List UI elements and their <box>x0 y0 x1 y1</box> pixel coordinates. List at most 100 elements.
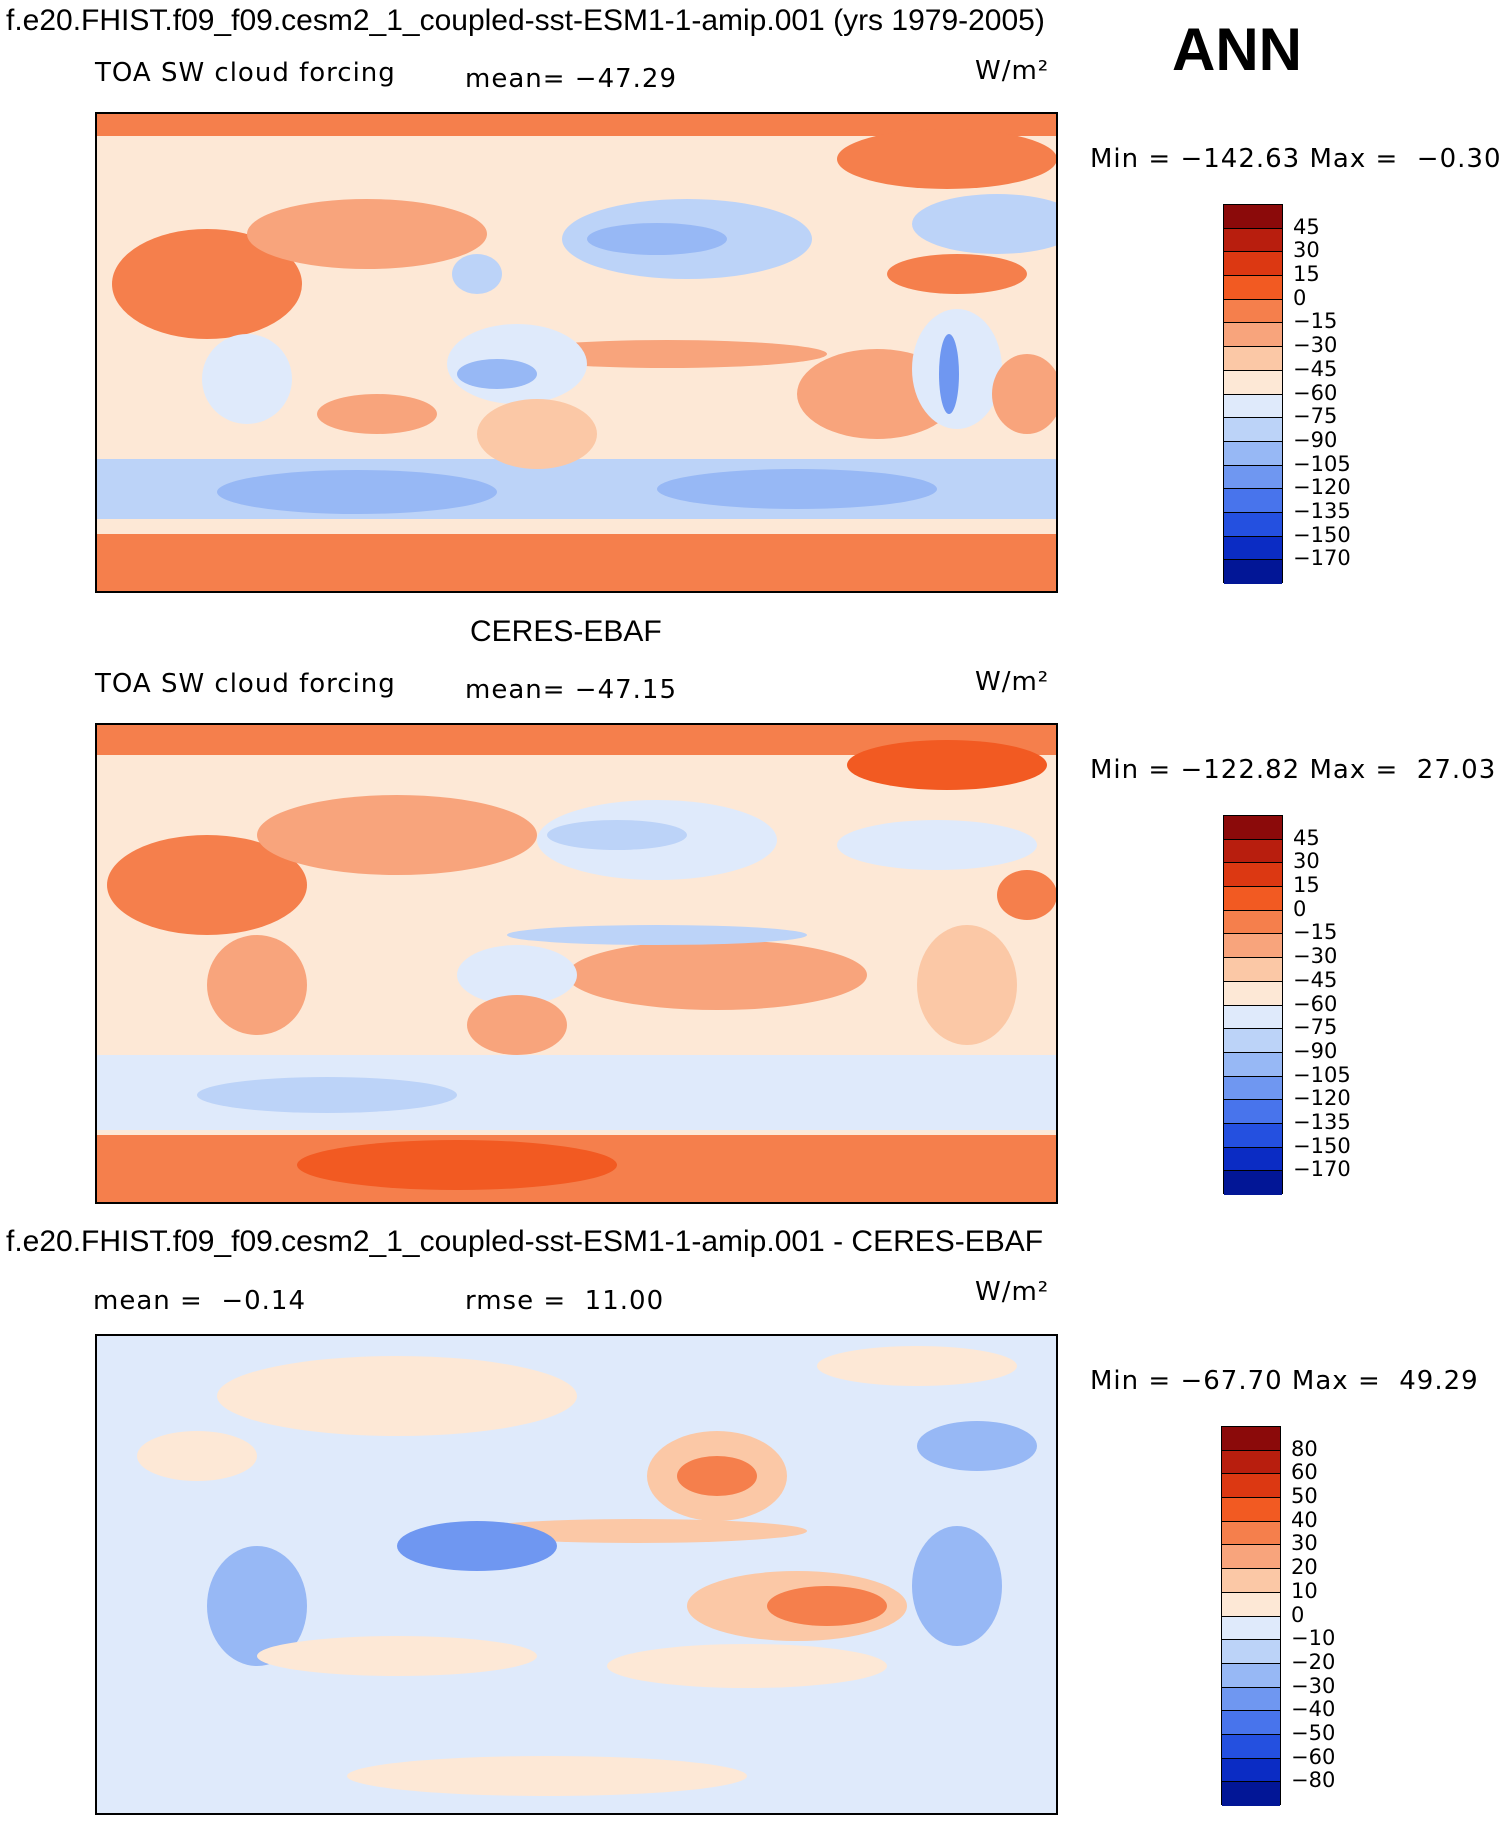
colorbar-tick-label: −150 <box>1293 1133 1351 1158</box>
colorbar-tick-label: 30 <box>1291 1531 1318 1556</box>
panel3-map <box>95 1334 1058 1815</box>
colorbar-tick-label: −75 <box>1293 404 1338 429</box>
colorbar-tick-label: 30 <box>1293 849 1320 874</box>
colorbar-swatch <box>1222 1427 1280 1451</box>
colorbar-tick-label: 30 <box>1293 238 1320 263</box>
panel3-map-svg <box>97 1336 1056 1813</box>
panel2-colorbar <box>1223 815 1283 1195</box>
colorbar-tick-label: −90 <box>1293 1038 1338 1063</box>
colorbar-tick-label: −170 <box>1293 546 1351 571</box>
colorbar-tick-label: 20 <box>1291 1555 1318 1580</box>
panel1-map <box>95 112 1082 593</box>
colorbar-swatch <box>1224 512 1282 537</box>
colorbar-swatch <box>1224 323 1282 348</box>
colorbar-swatch <box>1224 1005 1282 1030</box>
colorbar-swatch <box>1222 1734 1280 1759</box>
colorbar-swatch <box>1222 1545 1280 1570</box>
colorbar-swatch <box>1224 418 1282 442</box>
season-label: ANN <box>1172 16 1302 83</box>
case-title: f.e20.FHIST.f09_f09.cesm2_1_coupled-sst-… <box>6 4 1045 37</box>
panel2-units: W/m² <box>975 667 1050 697</box>
colorbar-tick-label: −60 <box>1293 380 1338 405</box>
panel1-units: W/m² <box>975 56 1050 86</box>
colorbar-tick-label: −30 <box>1291 1673 1336 1698</box>
colorbar-tick-label: −45 <box>1293 967 1338 992</box>
colorbar-swatch <box>1222 1569 1280 1593</box>
colorbar-tick-label: −120 <box>1293 475 1351 500</box>
panel3-colorbar <box>1221 1426 1281 1806</box>
panel2-title: CERES-EBAF <box>470 615 662 648</box>
colorbar-tick-label: −105 <box>1293 1062 1351 1087</box>
colorbar-tick-label: 45 <box>1293 214 1320 239</box>
colorbar-swatch <box>1224 370 1282 395</box>
colorbar-swatch <box>1224 465 1282 490</box>
panel1-mean: mean= −47.29 <box>465 64 678 94</box>
colorbar-swatch <box>1224 560 1282 584</box>
colorbar-swatch <box>1224 228 1282 253</box>
colorbar-swatch <box>1222 1687 1280 1712</box>
colorbar-tick-label: −60 <box>1291 1744 1336 1769</box>
colorbar-swatch <box>1224 839 1282 864</box>
panel1-minmax: Min = −142.63 Max = −0.30 <box>1090 144 1501 174</box>
colorbar-swatch <box>1224 1052 1282 1077</box>
colorbar-tick-label: −15 <box>1293 920 1338 945</box>
colorbar-tick-label: −30 <box>1293 944 1338 969</box>
colorbar-tick-label: −45 <box>1293 356 1338 381</box>
panel3-units: W/m² <box>975 1277 1050 1307</box>
colorbar-tick-label: −135 <box>1293 498 1351 523</box>
colorbar-swatch <box>1222 1663 1280 1688</box>
colorbar-swatch <box>1224 205 1282 229</box>
panel1-variable: TOA SW cloud forcing <box>95 58 396 88</box>
colorbar-swatch <box>1224 1123 1282 1148</box>
colorbar-tick-label: 0 <box>1291 1602 1305 1627</box>
colorbar-tick-label: −75 <box>1293 1015 1338 1040</box>
colorbar-tick-label: 15 <box>1293 873 1320 898</box>
colorbar-tick-label: −150 <box>1293 522 1351 547</box>
colorbar-swatch <box>1224 981 1282 1006</box>
panel2-variable: TOA SW cloud forcing <box>95 669 396 699</box>
colorbar-tick-label: −30 <box>1293 333 1338 358</box>
colorbar-tick-label: 60 <box>1291 1460 1318 1485</box>
colorbar-swatch <box>1224 394 1282 419</box>
colorbar-swatch <box>1224 347 1282 371</box>
panel3-title: f.e20.FHIST.f09_f09.cesm2_1_coupled-sst-… <box>6 1225 1044 1258</box>
panel3-minmax: Min = −67.70 Max = 49.29 <box>1090 1366 1479 1396</box>
panel3-rmse: rmse = 11.00 <box>465 1286 665 1316</box>
colorbar-swatch <box>1222 1711 1280 1735</box>
colorbar-swatch <box>1222 1474 1280 1499</box>
colorbar-tick-label: 15 <box>1293 262 1320 287</box>
colorbar-swatch <box>1224 816 1282 840</box>
colorbar-tick-label: −105 <box>1293 451 1351 476</box>
colorbar-swatch <box>1222 1616 1280 1641</box>
colorbar-tick-label: −50 <box>1291 1720 1336 1745</box>
colorbar-tick-label: −120 <box>1293 1086 1351 1111</box>
colorbar-swatch <box>1224 276 1282 300</box>
colorbar-tick-label: −170 <box>1293 1157 1351 1182</box>
colorbar-swatch <box>1224 1076 1282 1101</box>
colorbar-swatch <box>1224 1147 1282 1172</box>
panel1-colorbar <box>1223 204 1283 584</box>
colorbar-tick-label: −15 <box>1293 309 1338 334</box>
colorbar-swatch <box>1224 958 1282 982</box>
colorbar-swatch <box>1224 1171 1282 1195</box>
colorbar-tick-label: −20 <box>1291 1649 1336 1674</box>
colorbar-swatch <box>1224 536 1282 561</box>
colorbar-swatch <box>1222 1758 1280 1783</box>
colorbar-tick-label: −80 <box>1291 1768 1336 1793</box>
colorbar-tick-label: −60 <box>1293 991 1338 1016</box>
colorbar-tick-label: 0 <box>1293 285 1307 310</box>
colorbar-swatch <box>1224 441 1282 466</box>
colorbar-swatch <box>1224 934 1282 959</box>
colorbar-swatch <box>1222 1782 1280 1806</box>
panel2-minmax: Min = −122.82 Max = 27.03 <box>1090 755 1497 785</box>
panel3-mean: mean = −0.14 <box>93 1286 306 1316</box>
colorbar-swatch <box>1224 299 1282 324</box>
panel2-map-svg <box>97 725 1057 1202</box>
colorbar-swatch <box>1222 1498 1280 1522</box>
colorbar-swatch <box>1224 252 1282 277</box>
colorbar-swatch <box>1224 887 1282 911</box>
colorbar-tick-label: 45 <box>1293 825 1320 850</box>
colorbar-swatch <box>1224 863 1282 888</box>
colorbar-tick-label: −10 <box>1291 1626 1336 1651</box>
colorbar-tick-label: 80 <box>1291 1436 1318 1461</box>
